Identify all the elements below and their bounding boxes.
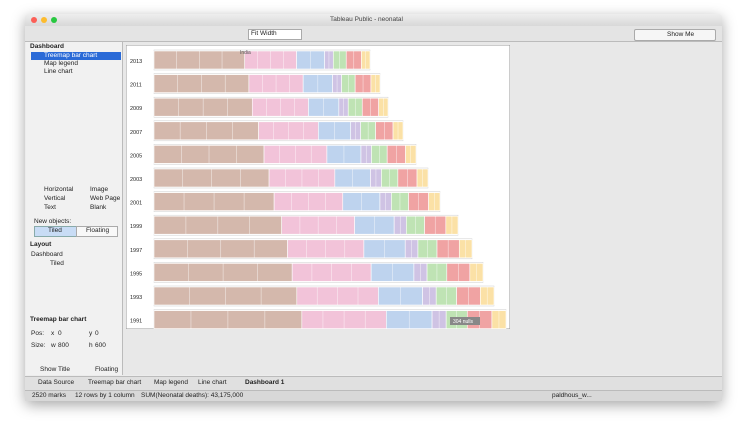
title-bar <box>25 14 722 26</box>
year-label: 2005 <box>130 153 142 159</box>
show-me-label[interactable]: Show Me <box>667 31 695 38</box>
object-item[interactable]: Web Page <box>90 195 121 202</box>
object-item[interactable]: Vertical <box>44 195 66 202</box>
size-label: Size: <box>31 342 46 349</box>
sheet-tab[interactable]: Data Source <box>38 379 75 386</box>
layout-header: Layout <box>30 241 52 248</box>
year-label: 1999 <box>130 224 142 230</box>
layout-root: Dashboard <box>31 251 63 258</box>
h-label: h <box>89 342 93 349</box>
sidebar <box>26 42 123 375</box>
show-me-button[interactable] <box>634 29 716 41</box>
layout-child: Tiled <box>50 260 64 267</box>
sheet-tab[interactable]: Treemap bar chart <box>88 379 142 386</box>
toolbar <box>25 26 722 42</box>
sheet-item[interactable]: Map legend <box>44 60 78 67</box>
sheet-item[interactable]: Line chart <box>44 68 73 75</box>
sheet-tab[interactable]: Map legend <box>154 379 188 386</box>
status-bar <box>25 390 722 401</box>
object-item[interactable]: Blank <box>90 204 107 211</box>
status-dims: 12 rows by 1 column <box>75 392 135 399</box>
sheet-item[interactable]: Treemap bar chart <box>44 52 98 59</box>
year-label: 2001 <box>130 201 142 207</box>
new-objects-label: New objects: <box>34 218 72 225</box>
year-label: 1995 <box>130 271 142 277</box>
x-value: 0 <box>58 330 62 337</box>
fit-width-label[interactable]: Fit Width <box>251 30 277 37</box>
window-title: Tableau Public - neonatal <box>330 16 403 23</box>
sheet-tab[interactable]: Dashboard 1 <box>245 379 285 386</box>
floating-button[interactable] <box>76 226 118 237</box>
status-sum: SUM(Neonatal deaths): 43,175,000 <box>141 392 244 399</box>
sidebar-header: Dashboard <box>30 43 64 50</box>
year-label: 2003 <box>130 177 142 183</box>
show-title-checkbox[interactable]: Show Title <box>40 366 70 373</box>
zoom-button[interactable] <box>51 17 57 23</box>
year-label: 2013 <box>130 59 142 65</box>
object-item[interactable]: Image <box>90 186 109 193</box>
y-value: 0 <box>95 330 99 337</box>
floating-checkbox[interactable]: Floating <box>95 366 119 373</box>
year-label: 1991 <box>130 319 142 325</box>
w-value: 800 <box>58 342 69 349</box>
nulls-badge <box>450 317 480 325</box>
selected-header: Treemap bar chart <box>30 316 87 323</box>
object-item[interactable]: Horizontal <box>44 186 74 193</box>
x-label: x <box>51 330 55 337</box>
fit-dropdown[interactable] <box>248 29 302 40</box>
year-label: 2007 <box>130 130 142 136</box>
object-item[interactable]: Text <box>44 204 56 211</box>
year-label: 2011 <box>130 83 142 89</box>
y-label: y <box>89 330 93 337</box>
nulls-indicator: 304 nulls <box>453 319 474 325</box>
tiled-label[interactable]: Tiled <box>48 227 62 234</box>
tab-bar <box>25 376 722 390</box>
year-label: 1993 <box>130 295 142 301</box>
status-user[interactable]: paldhous_w... <box>552 392 592 399</box>
sheet-tab[interactable]: Line chart <box>198 379 227 386</box>
w-label: w <box>51 342 56 349</box>
status-marks: 2520 marks <box>32 392 66 399</box>
year-label: 1997 <box>130 248 142 254</box>
selected-sheet <box>31 52 121 60</box>
pos-label: Pos: <box>31 330 45 337</box>
annotation: India <box>240 50 251 56</box>
h-value: 600 <box>95 342 106 349</box>
minimize-button[interactable] <box>41 17 47 23</box>
floating-label[interactable]: Floating <box>86 227 110 234</box>
year-label: 2009 <box>130 106 142 112</box>
close-button[interactable] <box>31 17 37 23</box>
dashboard-chart: 2013 2011 2009 2007 2005 2003 2001 1999 1997 1995… <box>126 45 510 329</box>
